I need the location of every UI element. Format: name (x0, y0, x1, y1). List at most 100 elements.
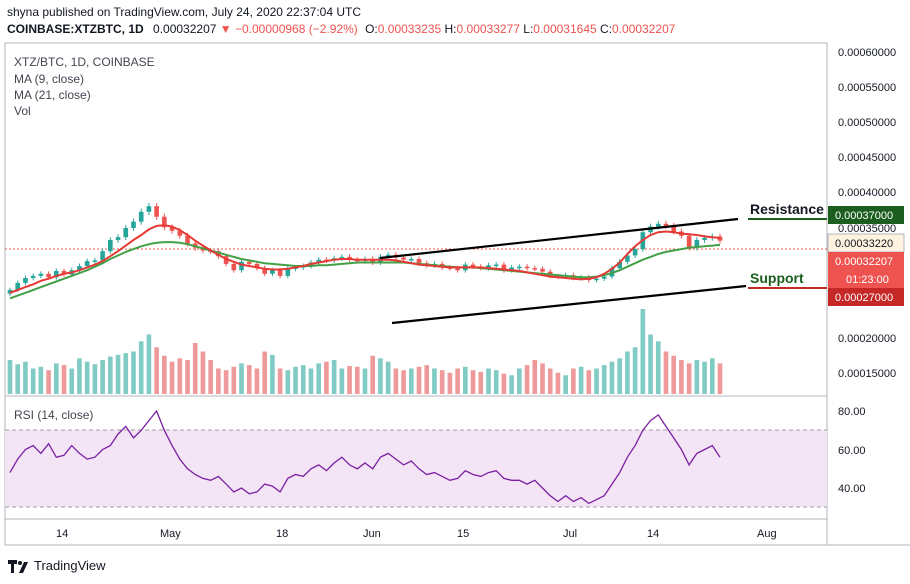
candle-body (408, 258, 414, 261)
candle-body (401, 257, 406, 260)
candle-body (231, 263, 237, 271)
volume-bar (223, 370, 229, 394)
candle-body (671, 225, 677, 232)
candle-body (385, 254, 391, 257)
tradingview-logo[interactable]: TradingView (8, 558, 106, 574)
candle-body (702, 237, 707, 240)
candle-body (663, 223, 669, 226)
y-tick: 0.00050000 (838, 117, 896, 129)
volume-bar (493, 370, 499, 394)
candle-body (115, 237, 121, 240)
x-tick: 18 (276, 528, 288, 540)
candle-body (501, 264, 507, 271)
upper-trendline[interactable] (379, 217, 739, 260)
volume-bar (432, 368, 437, 394)
volume-bar (578, 366, 584, 394)
volume-bar (671, 355, 677, 394)
volume-bar (185, 360, 190, 394)
high-label: H: (444, 22, 457, 36)
volume-bar (324, 361, 329, 394)
volume-bar (655, 341, 661, 394)
resistance-label: Resistance (750, 201, 824, 217)
x-tick: May (160, 528, 181, 540)
volume-bar (69, 368, 75, 394)
candle-body (601, 276, 607, 279)
volume-bar (532, 360, 538, 394)
volume-bar (115, 354, 121, 394)
candle-body (686, 235, 692, 248)
candle-body (694, 239, 700, 248)
volume-bar (254, 368, 260, 394)
volume-bar (470, 370, 476, 394)
candle-body (655, 223, 661, 227)
volume-bar (586, 370, 592, 394)
x-tick: 14 (647, 528, 659, 540)
volume-bar (277, 368, 283, 394)
volume-bar (401, 370, 406, 394)
y-tick: 0.00035000 (838, 223, 896, 235)
volume-bars (7, 309, 723, 394)
open-label: O: (365, 22, 378, 36)
current-price-text: 0.00033220 (835, 238, 893, 250)
lower-trendline[interactable] (391, 284, 747, 325)
volume-bar (46, 370, 51, 394)
volume-bar (686, 363, 692, 394)
close-label: C: (600, 22, 613, 36)
candle-body (524, 266, 530, 269)
ma9-legend[interactable]: MA (9, close) (14, 72, 85, 86)
volume-bar (640, 309, 646, 394)
candle-body (154, 206, 159, 217)
y-tick: 0.00015000 (838, 368, 896, 380)
support-label: Support (750, 270, 804, 286)
vol-legend[interactable]: Vol (14, 104, 31, 118)
volume-bar (378, 358, 383, 394)
y-tick: 0.00055000 (838, 82, 896, 94)
ma9-line (9, 224, 721, 294)
candle-body (162, 216, 167, 228)
volume-bar (501, 373, 507, 394)
candle-body (77, 266, 82, 271)
volume-bar (455, 368, 460, 394)
volume-bar (308, 368, 314, 394)
tradingview-brand: TradingView (34, 558, 106, 573)
price-panel-border (4, 42, 828, 397)
rsi-legend[interactable]: RSI (14, close) (14, 408, 94, 422)
y-tick: 0.00045000 (838, 152, 896, 164)
ma21-legend[interactable]: MA (21, close) (14, 88, 91, 102)
volume-bar (138, 341, 144, 394)
volume-bar (447, 372, 453, 394)
volume-bar (547, 368, 553, 394)
volume-bar (177, 358, 183, 394)
candle-body (15, 282, 21, 290)
volume-bar (61, 365, 67, 394)
volume-bar (609, 361, 615, 394)
candle-body (339, 256, 345, 259)
volume-bar (517, 368, 522, 394)
volume-bar (146, 334, 152, 394)
last-price: 0.00032207 (153, 22, 217, 36)
volume-bar (571, 368, 576, 394)
volume-bar (555, 372, 561, 394)
candle-body (146, 206, 152, 212)
volume-bar (316, 363, 322, 394)
volume-bar (524, 365, 530, 394)
volume-bar (53, 363, 59, 394)
candle-body (416, 258, 422, 264)
rsi-tick: 60.00 (838, 445, 866, 457)
volume-bar (594, 368, 599, 394)
candle-body (246, 261, 252, 264)
volume-bar (625, 351, 630, 394)
y-tick: 0.00060000 (838, 47, 896, 59)
volume-bar (246, 365, 252, 394)
volume-bar (354, 366, 360, 394)
countdown-text: 01:23:00 (846, 274, 889, 286)
price-change: ▼ −0.00000968 (−2.92%) (219, 22, 358, 36)
resistance-price-tag (828, 206, 904, 224)
volume-bar (7, 360, 13, 394)
volume-bar (30, 368, 36, 394)
last-price-tag (828, 252, 904, 288)
support-price-text: 0.00027000 (835, 292, 893, 304)
volume-bar (200, 351, 206, 394)
volume-bar (92, 364, 98, 394)
